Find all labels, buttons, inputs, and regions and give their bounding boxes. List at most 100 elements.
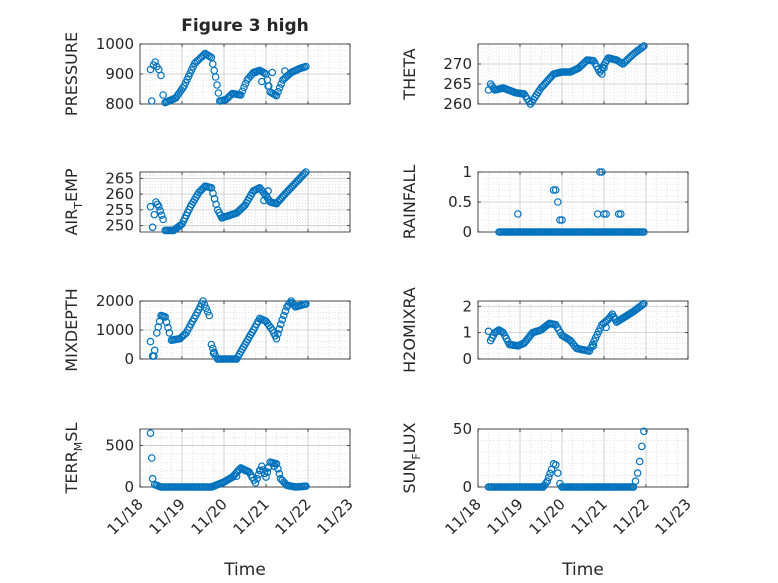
data-point xyxy=(255,466,264,475)
data-point xyxy=(210,66,219,75)
data-point xyxy=(600,483,608,491)
data-point xyxy=(543,477,552,486)
y-tick-label: 500 xyxy=(105,437,134,455)
x-tick-label: 11/22 xyxy=(272,495,315,538)
data-point xyxy=(275,325,284,333)
data-point xyxy=(544,473,553,482)
panel-h2omixra: 0 1 2 H2OMIXRA xyxy=(400,287,689,373)
y-axis-label: MIXDEPTH xyxy=(62,288,81,371)
y-axis-label: PRESSURE xyxy=(62,32,81,116)
y-tick-label: 2 xyxy=(462,297,472,315)
axes-box xyxy=(139,428,351,488)
y-tick-label: 50 xyxy=(453,420,472,438)
data-point xyxy=(302,62,310,71)
y-tick-label: 260 xyxy=(443,95,472,113)
figure-title: Figure 3 high xyxy=(181,16,309,36)
data-point xyxy=(264,82,272,90)
data-point xyxy=(214,89,223,97)
data-point xyxy=(633,469,642,477)
x-tick-label: 11/23 xyxy=(652,495,695,538)
data-point xyxy=(147,454,156,462)
data-point xyxy=(274,87,282,96)
y-tick-label: 1000 xyxy=(96,321,134,339)
panel-terr-msl: 0 500 TERRMSL 11/1811/1911/2011/2111/2211/2… xyxy=(62,423,357,580)
x-tick-label: 11/20 xyxy=(526,495,569,538)
x-tick-label: 11/21 xyxy=(230,495,273,538)
data-point xyxy=(232,472,241,481)
y-axis-label: RAINFALL xyxy=(400,165,419,240)
data-point xyxy=(241,466,249,475)
data-point xyxy=(280,311,288,320)
data-point xyxy=(272,91,281,100)
data-point xyxy=(147,97,156,105)
data-point xyxy=(600,210,608,218)
data-point xyxy=(155,202,163,211)
data-point xyxy=(159,91,167,99)
data-point xyxy=(640,42,648,50)
data-point xyxy=(238,87,247,96)
data-point xyxy=(302,300,310,308)
x-tick-label: 11/20 xyxy=(188,495,231,538)
data-point xyxy=(199,297,207,305)
data-point xyxy=(161,313,170,321)
data-point xyxy=(637,442,646,451)
data-point xyxy=(251,479,260,487)
data-point xyxy=(631,477,640,486)
data-point xyxy=(165,329,174,337)
data-point xyxy=(205,311,214,320)
x-tick-label: 11/22 xyxy=(610,495,653,538)
data-point xyxy=(553,198,562,206)
data-point xyxy=(274,330,282,338)
data-point xyxy=(546,469,554,478)
y-axis-label: AIRTEMP xyxy=(62,168,85,235)
data-point xyxy=(270,462,279,471)
data-point xyxy=(164,323,172,332)
data-point xyxy=(556,216,564,224)
data-point xyxy=(241,79,250,88)
panel-mixdepth: 0 1000 2000 MIXDEPTH xyxy=(62,288,351,372)
y-tick-label: 260 xyxy=(105,185,134,203)
data-point xyxy=(264,187,272,195)
data-point xyxy=(276,320,285,329)
y-tick-label: 2000 xyxy=(96,292,134,310)
data-point xyxy=(272,334,281,343)
data-point xyxy=(617,59,626,67)
axes-box xyxy=(477,428,689,488)
data-point xyxy=(213,81,221,89)
data-point xyxy=(156,207,165,215)
x-tick-label: 11/19 xyxy=(484,495,527,538)
data-point xyxy=(148,223,157,232)
y-axis-label: H2OMIXRA xyxy=(400,287,419,373)
data-point xyxy=(640,228,648,236)
y-axis-label: THETA xyxy=(400,48,419,100)
data-point xyxy=(602,210,610,218)
y-tick-label: 900 xyxy=(105,65,134,83)
data-point xyxy=(598,168,606,176)
data-point xyxy=(211,73,220,81)
data-point xyxy=(157,71,165,80)
data-point xyxy=(203,308,212,316)
data-point xyxy=(300,169,309,178)
data-point xyxy=(302,482,310,490)
data-point xyxy=(237,91,245,99)
y-tick-label: 270 xyxy=(443,55,472,73)
data-point xyxy=(146,429,155,437)
data-point xyxy=(260,196,268,205)
data-point xyxy=(206,52,214,61)
y-tick-label: 1000 xyxy=(96,35,134,53)
y-tick-label: 265 xyxy=(443,75,472,93)
data-point xyxy=(558,216,566,224)
data-point xyxy=(281,307,290,315)
y-tick-label: 0 xyxy=(462,478,472,496)
x-axis-label: Time xyxy=(223,560,266,580)
data-point xyxy=(150,210,159,219)
data-point xyxy=(240,83,248,92)
y-tick-label: 0 xyxy=(462,223,472,241)
y-tick-label: 0 xyxy=(124,350,134,368)
y-tick-label: 0 xyxy=(124,478,134,496)
data-point xyxy=(146,202,155,211)
data-point xyxy=(200,300,209,309)
